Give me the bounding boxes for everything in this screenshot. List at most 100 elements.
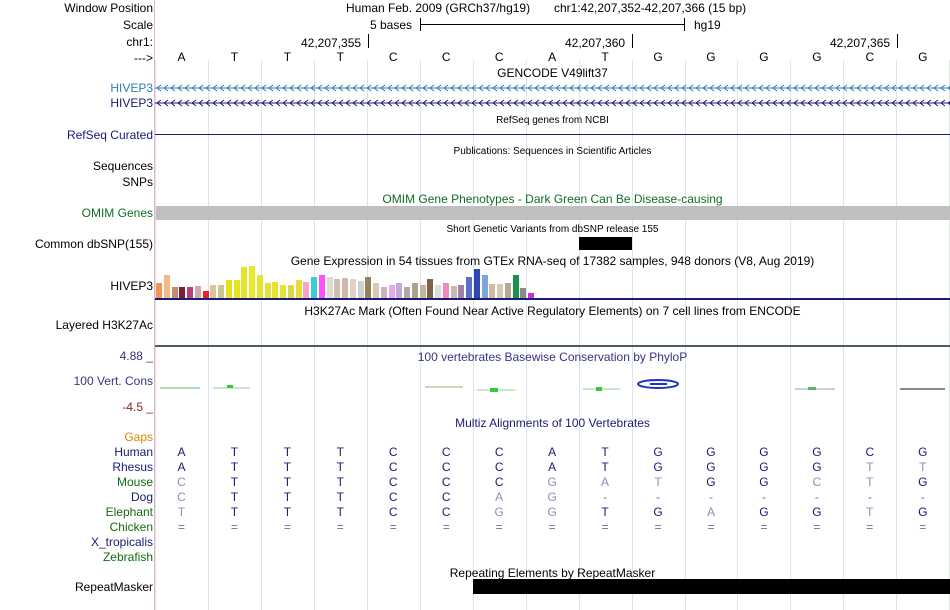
gridline — [737, 60, 738, 610]
reference-base: C — [865, 50, 875, 64]
gtex-tissue-bar[interactable] — [187, 287, 193, 298]
gridline — [261, 60, 262, 610]
gtex-tissue-bar[interactable] — [241, 267, 248, 298]
repeatmasker-track-label[interactable]: RepeatMasker — [74, 580, 153, 594]
phylop-min-label: -4.5 _ — [122, 400, 153, 414]
species-label-rhesus[interactable]: Rhesus — [112, 460, 153, 474]
refseq-gene-line[interactable] — [155, 134, 950, 135]
gtex-tissue-bar[interactable] — [365, 277, 372, 298]
gtex-tissue-bar[interactable] — [373, 283, 379, 298]
gtex-tissue-bar[interactable] — [388, 285, 395, 298]
gridline — [420, 60, 421, 610]
gridline — [896, 60, 897, 610]
gtex-tissue-bar[interactable] — [520, 288, 527, 298]
gtex-tissue-bar[interactable] — [528, 293, 534, 298]
gtex-tissue-bar[interactable] — [349, 279, 356, 298]
gtex-tissue-bar[interactable] — [280, 285, 286, 298]
gtex-tissue-bar[interactable] — [218, 285, 224, 298]
species-label-x_tropicalis[interactable]: X_tropicalis — [90, 535, 153, 549]
gtex-tissue-bar[interactable] — [287, 285, 294, 298]
gtex-tissue-bar[interactable] — [489, 284, 496, 298]
gtex-tissue-bar[interactable] — [427, 279, 434, 298]
species-label-zebrafish[interactable]: Zebrafish — [102, 550, 153, 564]
refseq-track-label[interactable]: RefSeq Curated — [66, 128, 153, 142]
gtex-tissue-bar[interactable] — [466, 277, 472, 298]
gtex-tissue-bar[interactable] — [210, 285, 217, 298]
phylop-track-label[interactable]: 100 Vert. Cons — [73, 374, 153, 388]
gtex-tissue-bar[interactable] — [156, 283, 162, 298]
alignment-base: A — [177, 460, 186, 474]
publications-label-sequences[interactable]: Sequences — [92, 159, 153, 173]
alignment-base: G — [918, 475, 928, 489]
dbsnp-variant-block[interactable] — [579, 237, 632, 250]
gtex-tissue-bar[interactable] — [163, 275, 170, 298]
gtex-tissue-bar[interactable] — [497, 284, 503, 298]
species-label-elephant[interactable]: Elephant — [105, 505, 153, 519]
alignment-base: A — [495, 490, 504, 504]
gtex-tissue-bar[interactable] — [295, 280, 302, 298]
gridline — [685, 60, 686, 610]
gtex-tissue-bar[interactable] — [318, 275, 325, 298]
alignment-base: T — [336, 490, 344, 504]
gtex-tissue-bar[interactable] — [512, 275, 519, 298]
h3k27ac-track-label[interactable]: Layered H3K27Ac — [55, 318, 153, 332]
species-label-mouse[interactable]: Mouse — [116, 475, 153, 489]
ruler-tick-label: 42,207,355 — [301, 36, 362, 50]
gtex-tissue-bar[interactable] — [450, 286, 457, 298]
publications-label-snps[interactable]: SNPs — [122, 175, 153, 189]
omim-track-label[interactable]: OMIM Genes — [81, 206, 153, 220]
gtex-track-label[interactable]: HIVEP3 — [110, 279, 153, 293]
gridline — [843, 60, 844, 610]
alignment-base: A — [177, 445, 186, 459]
gtex-tissue-bar[interactable] — [194, 286, 201, 298]
gtex-tissue-bar[interactable] — [334, 279, 341, 298]
gtex-tissue-bar[interactable] — [411, 283, 418, 298]
gtex-expression-chart[interactable] — [156, 266, 950, 298]
alignment-base: = — [442, 520, 450, 534]
gtex-tissue-bar[interactable] — [419, 285, 426, 298]
gridline — [208, 60, 209, 610]
gtex-tissue-bar[interactable] — [249, 266, 255, 298]
gtex-tissue-bar[interactable] — [311, 277, 317, 298]
gencode-gene-label-1[interactable]: HIVEP3 — [110, 81, 153, 95]
species-label-dog[interactable]: Dog — [130, 490, 153, 504]
gtex-tissue-bar[interactable] — [171, 287, 178, 298]
phylop-conservation-plot[interactable] — [155, 378, 950, 396]
gtex-tissue-bar[interactable] — [380, 287, 387, 298]
alignment-base: T — [283, 445, 292, 459]
multiz-gaps-label[interactable]: Gaps — [124, 430, 153, 444]
gtex-tissue-bar[interactable] — [179, 287, 186, 298]
gtex-tissue-bar[interactable] — [256, 275, 263, 298]
gtex-tissue-bar[interactable] — [435, 285, 441, 298]
gtex-tissue-bar[interactable] — [272, 282, 279, 298]
gtex-tissue-bar[interactable] — [225, 280, 232, 298]
reference-base: G — [812, 50, 822, 64]
alignment-base: C — [494, 475, 504, 489]
gtex-tissue-bar[interactable] — [357, 281, 364, 298]
gtex-tissue-bar[interactable] — [202, 291, 209, 298]
repeatmasker-element[interactable] — [473, 579, 950, 594]
alignment-base: = — [654, 520, 662, 534]
species-label-human[interactable]: Human — [114, 445, 153, 459]
alignment-base: C — [441, 475, 451, 489]
gtex-tissue-bar[interactable] — [396, 283, 403, 298]
gtex-tissue-bar[interactable] — [233, 280, 240, 298]
ruler-tick — [632, 34, 633, 48]
alignment-base: - — [656, 490, 661, 504]
gtex-tissue-bar[interactable] — [342, 278, 348, 298]
gtex-tissue-bar[interactable] — [326, 277, 333, 298]
dbsnp-track-label[interactable]: Common dbSNP(155) — [34, 237, 153, 251]
gtex-tissue-bar[interactable] — [264, 283, 271, 298]
gtex-tissue-bar[interactable] — [404, 287, 410, 298]
omim-gene-bar[interactable] — [156, 206, 950, 220]
species-label-chicken[interactable]: Chicken — [109, 520, 153, 534]
alignment-base: G — [812, 445, 822, 459]
gtex-tissue-bar[interactable] — [473, 269, 480, 298]
gtex-tissue-bar[interactable] — [442, 283, 449, 298]
gtex-tissue-bar[interactable] — [303, 282, 310, 298]
gtex-tissue-bar[interactable] — [458, 285, 465, 298]
gencode-gene-label-2[interactable]: HIVEP3 — [110, 96, 153, 110]
gencode-gene-models[interactable] — [155, 80, 950, 112]
gtex-tissue-bar[interactable] — [504, 283, 511, 298]
gtex-tissue-bar[interactable] — [481, 275, 488, 298]
